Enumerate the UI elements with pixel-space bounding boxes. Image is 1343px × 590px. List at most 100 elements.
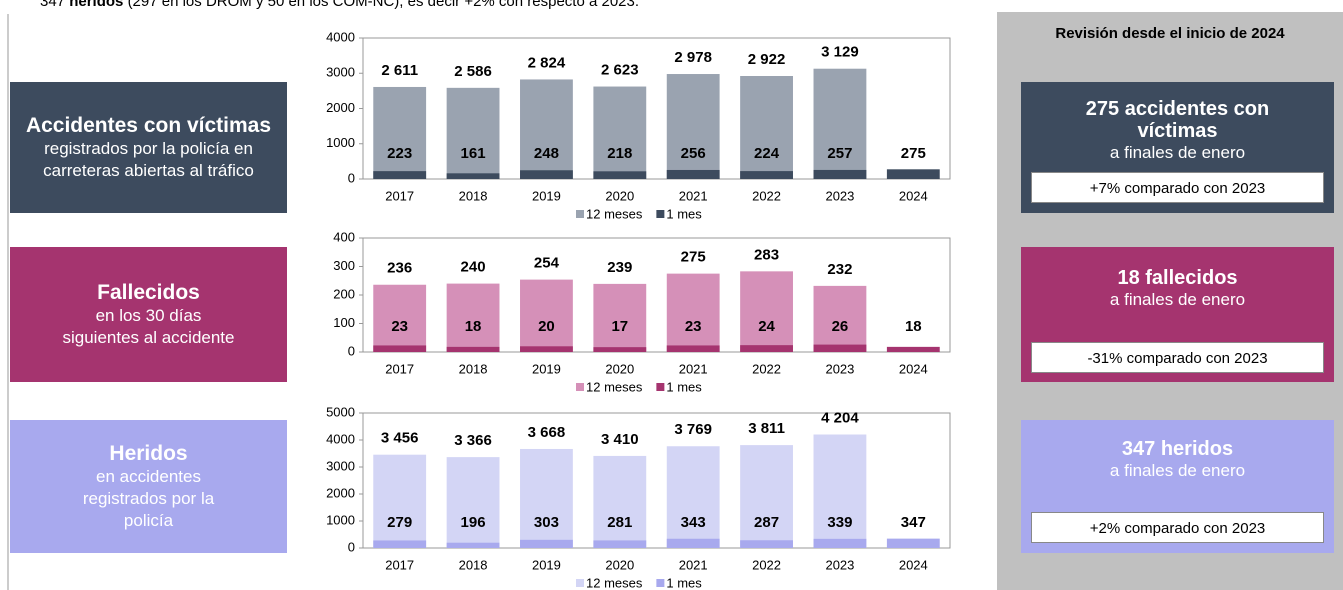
box-subtitle: registrados por la policía en carreteras… xyxy=(43,138,254,180)
value-label: 2 586 xyxy=(454,63,492,80)
value-label: 275 xyxy=(901,145,926,162)
y-tick-label: 1000 xyxy=(326,512,355,527)
legend-swatch xyxy=(656,579,665,587)
bar xyxy=(666,273,720,352)
legend-label: 12 meses xyxy=(586,206,643,221)
legend-swatch xyxy=(576,383,584,391)
value-label: 3 811 xyxy=(748,420,785,437)
value-label: 17 xyxy=(611,318,628,335)
value-label: 239 xyxy=(607,259,632,276)
x-tick-label: 2023 xyxy=(825,557,854,572)
value-label: 281 xyxy=(607,514,632,531)
bar xyxy=(740,345,793,352)
value-label: 196 xyxy=(461,514,486,531)
y-tick-label: 4000 xyxy=(326,29,355,44)
y-tick-label: 2000 xyxy=(326,485,355,500)
value-label: 23 xyxy=(685,318,702,335)
value-label: 256 xyxy=(681,145,706,162)
value-label: 2 623 xyxy=(601,62,639,79)
value-label: 283 xyxy=(754,246,779,263)
value-label: 20 xyxy=(538,318,555,335)
box-subtitle: en accidentes registrados por la policía xyxy=(82,466,215,530)
y-tick-label: 4000 xyxy=(326,431,355,446)
comparison: -31% comparado con 2023 xyxy=(1031,342,1324,373)
bar xyxy=(593,171,647,179)
bar xyxy=(813,285,867,352)
value-label: 279 xyxy=(387,514,412,531)
bar xyxy=(740,271,793,352)
bar xyxy=(446,346,500,352)
bar xyxy=(886,538,940,548)
value-label: 248 xyxy=(534,145,559,162)
bar xyxy=(740,171,793,179)
x-tick-label: 2018 xyxy=(459,188,488,203)
bar xyxy=(593,347,647,352)
x-tick-label: 2019 xyxy=(532,188,561,203)
bar xyxy=(373,540,427,548)
value-label: 343 xyxy=(681,514,706,531)
bar xyxy=(373,171,427,179)
value-label: 4 204 xyxy=(821,409,859,426)
x-tick-label: 2021 xyxy=(679,188,708,203)
y-tick-label: 300 xyxy=(333,258,355,273)
legend-label: 1 mes xyxy=(666,575,702,590)
legend-label: 12 meses xyxy=(586,575,643,590)
value-label: 3 366 xyxy=(454,432,492,449)
summary-headline: 347 heridos xyxy=(1121,438,1234,460)
value-label: 275 xyxy=(681,249,706,266)
value-label: 24 xyxy=(758,318,775,335)
bar xyxy=(813,344,867,352)
value-label: 3 456 xyxy=(381,430,419,447)
value-label: 287 xyxy=(754,514,779,531)
value-label: 218 xyxy=(607,145,632,162)
value-label: 3 129 xyxy=(821,44,859,61)
comparison: +2% comparado con 2023 xyxy=(1031,512,1324,543)
bar xyxy=(593,283,647,352)
bar xyxy=(740,75,793,179)
bar xyxy=(666,345,720,352)
legend-swatch xyxy=(656,210,665,218)
legend-label: 1 mes xyxy=(666,206,702,221)
value-label: 2 978 xyxy=(674,49,712,66)
bar xyxy=(813,68,867,179)
value-label: 223 xyxy=(387,145,412,162)
value-label: 161 xyxy=(461,145,486,162)
bar xyxy=(593,455,647,548)
x-tick-label: 2020 xyxy=(605,188,634,203)
bar xyxy=(813,434,867,548)
y-tick-label: 1000 xyxy=(326,135,355,150)
value-label: 240 xyxy=(461,259,486,276)
bar xyxy=(593,86,647,179)
legend-swatch xyxy=(576,210,584,218)
x-tick-label: 2022 xyxy=(752,188,781,203)
x-tick-label: 2018 xyxy=(459,361,488,376)
x-tick-label: 2017 xyxy=(385,361,414,376)
bar xyxy=(520,279,573,352)
box-title: Heridos xyxy=(109,441,188,465)
bar xyxy=(593,540,647,548)
x-tick-label: 2024 xyxy=(899,557,928,572)
summary-headline: 275 accidentes con víctimas xyxy=(1085,98,1270,142)
value-label: 2 611 xyxy=(381,62,418,79)
value-label: 26 xyxy=(832,318,849,335)
bar xyxy=(446,457,500,548)
y-tick-label: 3000 xyxy=(326,458,355,473)
summary-sub: a finales de enero xyxy=(1109,461,1246,480)
value-label: 236 xyxy=(387,260,412,277)
plot-area xyxy=(362,412,951,549)
legend-label: 12 meses xyxy=(586,379,643,394)
y-tick-label: 5000 xyxy=(326,404,355,419)
y-tick-label: 200 xyxy=(333,286,355,301)
bar xyxy=(373,345,427,352)
header-rest: (297 en los DROM y 50 en los COM-NC), es… xyxy=(127,0,640,10)
x-tick-label: 2023 xyxy=(825,188,854,203)
left-box: Accidentes con víctimas registrados por l… xyxy=(10,82,287,213)
left-box: Fallecidos en los 30 días siguientes al a… xyxy=(10,247,287,382)
x-tick-label: 2020 xyxy=(605,557,634,572)
summary-sub: a finales de enero xyxy=(1109,290,1246,309)
left-box: Heridos en accidentes registrados por la … xyxy=(10,420,287,553)
bar xyxy=(520,448,573,548)
bar xyxy=(446,283,500,352)
bar xyxy=(520,539,573,548)
